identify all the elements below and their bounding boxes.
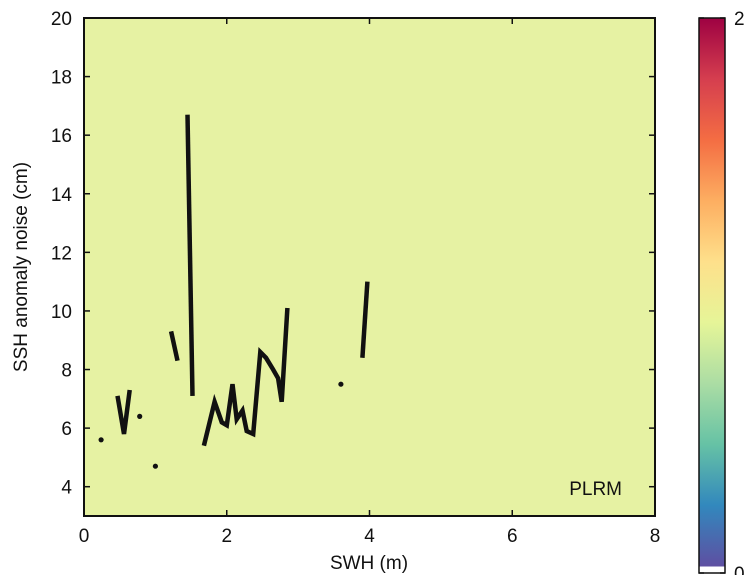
- y-tick-label: 10: [51, 302, 72, 323]
- y-tick-label: 8: [61, 361, 72, 382]
- plot-background: [84, 18, 655, 516]
- series-segment-2: [168, 330, 180, 362]
- y-tick-label: 12: [51, 243, 72, 264]
- y-axis: 4 6 8 10 12 14 16 18 20: [51, 9, 655, 499]
- colorbar-tick-label: 0: [734, 564, 745, 575]
- series-segment-5: [360, 281, 370, 358]
- data-marks: [98, 114, 370, 469]
- annotation-label: PLRM: [569, 479, 622, 500]
- x-axis: 0 2 4 6 8: [79, 18, 661, 547]
- series-segment-1: [115, 389, 132, 435]
- colorbar: [698, 17, 726, 574]
- y-tick-label: 18: [51, 68, 72, 89]
- y-tick-label: 6: [61, 419, 72, 440]
- colorbar-tick-label: 2: [734, 9, 745, 30]
- x-tick-label: 4: [364, 526, 375, 547]
- y-axis-label: SSH anomaly noise (cm): [11, 162, 32, 372]
- y-tick-label: 20: [51, 9, 72, 30]
- series-segment-4: [201, 307, 290, 447]
- y-tick-label: 14: [51, 185, 73, 206]
- y-tick-label: 16: [51, 126, 72, 147]
- series-segment-3: [185, 114, 195, 396]
- data-point-4: [338, 381, 344, 387]
- colorbar-ticks: 02: [699, 9, 745, 575]
- x-axis-label: SWH (m): [330, 553, 408, 574]
- data-point-1: [98, 437, 104, 443]
- x-tick-label: 0: [79, 526, 90, 547]
- data-point-2: [137, 413, 143, 419]
- x-tick-label: 6: [507, 526, 518, 547]
- data-point-3: [152, 463, 158, 469]
- y-tick-label: 4: [61, 478, 72, 499]
- x-tick-label: 8: [650, 526, 661, 547]
- x-tick-label: 2: [221, 526, 232, 547]
